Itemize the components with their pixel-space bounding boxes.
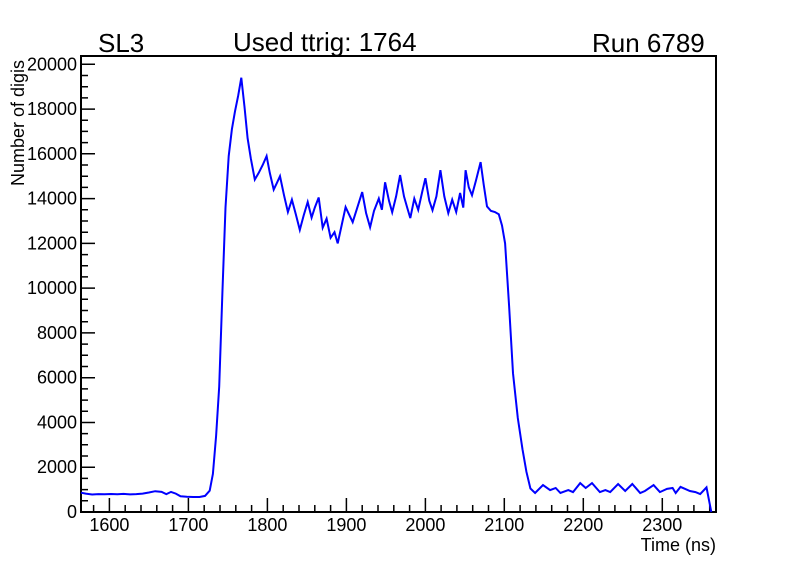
- y-tick-label: 0: [67, 502, 77, 522]
- superlayer-label: SL3: [98, 28, 145, 58]
- y-tick-label: 14000: [27, 189, 77, 209]
- x-tick-label: 2300: [642, 515, 682, 535]
- x-tick-label: 2000: [405, 515, 445, 535]
- y-tick-label: 6000: [37, 368, 77, 388]
- y-tick-label: 2000: [37, 457, 77, 477]
- x-axis-title: Time (ns): [641, 535, 716, 555]
- y-axis-title: Number of digis: [8, 60, 28, 186]
- axis-ticks: [81, 63, 711, 513]
- y-tick-label: 8000: [37, 323, 77, 343]
- x-tick-label: 1600: [89, 515, 129, 535]
- x-tick-label: 1800: [247, 515, 287, 535]
- y-tick-label: 10000: [27, 278, 77, 298]
- x-tick-label: 2200: [563, 515, 603, 535]
- run-number-label: Run 6789: [592, 28, 705, 58]
- y-tick-label: 18000: [27, 99, 77, 119]
- x-tick-label: 1700: [168, 515, 208, 535]
- y-tick-label: 4000: [37, 413, 77, 433]
- plot-frame: [80, 55, 717, 513]
- plot-title: Used ttrig: 1764: [233, 27, 417, 57]
- y-tick-label: 20000: [27, 54, 77, 74]
- y-tick-label: 16000: [27, 144, 77, 164]
- data-line: [80, 77, 713, 513]
- x-tick-label: 2100: [484, 515, 524, 535]
- x-tick-label: 1900: [326, 515, 366, 535]
- y-tick-label: 12000: [27, 233, 77, 253]
